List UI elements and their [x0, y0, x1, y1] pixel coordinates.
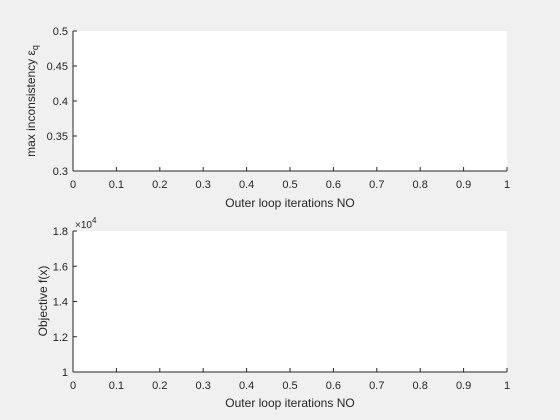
top-y-axis-label-main: max inconsistency ε: [24, 50, 38, 157]
bottom-y-tick-label: 1.2: [53, 332, 68, 344]
bottom-y-exponent-power: 4: [92, 216, 97, 225]
top-y-tick-label: 0.3: [53, 166, 68, 178]
bottom-y-exponent-base: ×10: [75, 220, 92, 231]
bottom-axes: 0 0.1 0.2 0.3 0.4 0.5 0.6 0.7 0.8 0.9 1 1 1.2 1.4 1.6…: [36, 216, 510, 410]
top-x-tick-label: 0.1: [109, 179, 124, 191]
bottom-x-tick-label: 0.6: [326, 380, 341, 392]
bottom-y-tick-label: 1.6: [53, 261, 68, 273]
top-axes: 0 0.1 0.2 0.3 0.4 0.5 0.6 0.7 0.8 0.9 1 0.3 0.35 0.4…: [24, 26, 510, 210]
top-x-tick-label: 1: [504, 179, 510, 191]
top-y-tick-label: 0.35: [47, 131, 68, 143]
bottom-x-tick-label: 0.2: [152, 380, 167, 392]
top-x-tick-label: 0: [70, 179, 76, 191]
bottom-x-tick-label: 0.7: [369, 380, 384, 392]
bottom-x-tick-label: 0.1: [109, 380, 124, 392]
bottom-x-tick-label: 0.4: [239, 380, 254, 392]
bottom-x-axis-label: Outer loop iterations NO: [225, 396, 354, 410]
bottom-y-tick-label: 1.4: [53, 297, 68, 309]
bottom-y-tick-label: 1: [62, 367, 68, 379]
bottom-x-tick-label: 0.5: [282, 380, 297, 392]
top-x-tick-label: 0.2: [152, 179, 167, 191]
bottom-x-tick-label: 0: [70, 380, 76, 392]
top-y-ticks: 0.3 0.35 0.4 0.45 0.5: [47, 26, 77, 178]
top-y-tick-label: 0.5: [53, 26, 68, 38]
bottom-x-tick-label: 0.8: [413, 380, 428, 392]
top-x-tick-label: 0.5: [282, 179, 297, 191]
bottom-y-axis-label: Objective f(x): [36, 266, 50, 337]
top-y-tick-label: 0.45: [47, 61, 68, 73]
top-x-tick-label: 0.3: [196, 179, 211, 191]
top-x-tick-label: 0.7: [369, 179, 384, 191]
top-x-tick-label: 0.4: [239, 179, 254, 191]
bottom-x-tick-label: 0.3: [196, 380, 211, 392]
bottom-x-tick-label: 1: [504, 380, 510, 392]
top-x-tick-label: 0.8: [413, 179, 428, 191]
top-plot-area: [73, 31, 507, 171]
top-y-axis-label: max inconsistency εq: [24, 45, 40, 157]
bottom-plot-area: [73, 231, 507, 372]
bottom-x-tick-label: 0.9: [456, 380, 471, 392]
bottom-y-tick-label: 1.8: [53, 226, 68, 238]
top-x-axis-label: Outer loop iterations NO: [225, 196, 354, 210]
top-y-axis-label-subscript: q: [30, 45, 40, 50]
top-x-tick-label: 0.9: [456, 179, 471, 191]
bottom-y-exponent: ×104: [75, 216, 97, 231]
top-x-tick-label: 0.6: [326, 179, 341, 191]
top-y-tick-label: 0.4: [53, 96, 68, 108]
